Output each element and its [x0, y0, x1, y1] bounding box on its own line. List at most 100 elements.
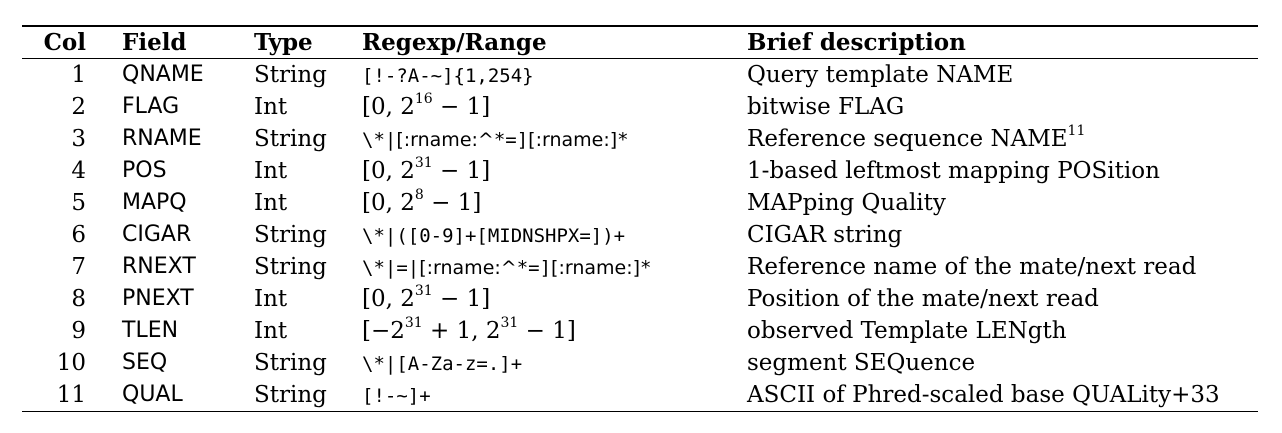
cell-type: Int: [254, 157, 288, 184]
table-row: 10 SEQ String \*|[A-Za-z=.]+ segment SEQuenc…: [22, 347, 1258, 379]
table-body: 1 QNAME String [!-?A-~]{1,254} Query templat…: [22, 59, 1258, 411]
cell-col: 9: [71, 317, 86, 344]
cell-type: String: [254, 253, 327, 280]
cell-col: 1: [71, 61, 86, 88]
cell-col: 2: [71, 93, 86, 120]
bottom-rule: [22, 410, 1258, 413]
cell-description: Position of the mate/next read: [747, 283, 1099, 315]
regex-fragment: [!-?A-~]{1,254}: [362, 64, 534, 87]
cell-description: observed Template LENgth: [747, 315, 1067, 347]
cell-description: 1-based leftmost mapping POSition: [747, 155, 1160, 187]
description-text: bitwise FLAG: [747, 93, 905, 120]
regex-fragment: − 1]: [432, 285, 491, 312]
regex-fragment: [0, 2: [362, 93, 415, 120]
description-text: observed Template LENgth: [747, 317, 1067, 344]
description-text: Position of the mate/next read: [747, 285, 1099, 312]
description-text: segment SEQuence: [747, 349, 976, 376]
regex-fragment: − 1]: [432, 93, 491, 120]
header-description: Brief description: [747, 28, 966, 56]
regex-fragment: [!-~]+: [362, 384, 431, 407]
cell-col: 6: [71, 221, 86, 248]
cell-description: Reference sequence NAME11: [747, 123, 1085, 155]
cell-col: 11: [56, 381, 86, 408]
cell-col: 8: [71, 285, 86, 312]
cell-description: bitwise FLAG: [747, 91, 904, 123]
header-type: Type: [254, 28, 313, 56]
regex-fragment: *: [617, 128, 629, 151]
cell-col: 10: [56, 349, 86, 376]
cell-regex: [0, 231 − 1]: [362, 283, 490, 315]
regex-fragment: [−2: [362, 317, 405, 344]
cell-field: PNEXT: [122, 285, 194, 311]
cell-regex: \*|=|[:rname:^*=][:rname:]*: [362, 251, 651, 284]
regex-fragment: \*|: [362, 128, 397, 151]
cell-field: QUAL: [122, 381, 183, 407]
cell-field: RNAME: [122, 125, 202, 151]
cell-field: MAPQ: [122, 189, 187, 215]
table-row: 11 QUAL String [!-~]+ ASCII of Phred-scaled …: [22, 379, 1258, 411]
regex-fragment: *: [640, 256, 652, 279]
regex-fragment: + 1, 2: [422, 317, 501, 344]
regex-fragment: \*|[A-Za-z=.]+: [362, 352, 523, 375]
cell-description: Query template NAME: [747, 59, 1013, 91]
header-col: Col: [43, 28, 86, 56]
cell-type: String: [254, 381, 327, 408]
cell-field: FLAG: [122, 93, 180, 119]
cell-regex: \*|[:rname:^*=][:rname:]*: [362, 123, 629, 156]
cell-type: Int: [254, 93, 288, 120]
description-text: Query template NAME: [747, 61, 1014, 88]
cell-regex: [!-~]+: [362, 379, 431, 412]
top-rule: [22, 25, 1258, 27]
cell-regex: \*|([0-9]+[MIDNSHPX=])+: [362, 219, 625, 252]
sam-fields-table: Col Field Type Regexp/Range Brief descri…: [22, 25, 1258, 413]
cell-regex: [−231 + 1, 231 − 1]: [362, 315, 576, 347]
regex-fragment: [0, 2: [362, 189, 415, 216]
regex-fragment: [:rname:^: [419, 256, 517, 279]
cell-regex: \*|[A-Za-z=.]+: [362, 347, 522, 380]
description-text: Reference name of the mate/next read: [747, 253, 1197, 280]
regex-fragment: \*|=|: [362, 256, 420, 279]
footnote-marker: 11: [1067, 122, 1086, 139]
cell-description: CIGAR string: [747, 219, 902, 251]
cell-type: String: [254, 221, 327, 248]
regex-fragment: *=]: [516, 256, 552, 279]
regex-fragment: [0, 2: [362, 285, 415, 312]
cell-type: String: [254, 125, 327, 152]
cell-regex: [0, 28 − 1]: [362, 187, 481, 219]
cell-regex: [0, 216 − 1]: [362, 91, 490, 123]
table-row: 4 POS Int [0, 231 − 1] 1-based leftmost mapp…: [22, 155, 1258, 187]
table-row: 1 QNAME String [!-?A-~]{1,254} Query templat…: [22, 59, 1258, 91]
regex-fragment: 31: [404, 314, 423, 331]
header-regex: Regexp/Range: [362, 28, 547, 56]
regex-fragment: [:rname:]: [551, 256, 641, 279]
cell-description: Reference name of the mate/next read: [747, 251, 1196, 283]
regex-fragment: [:rname:]: [528, 128, 618, 151]
cell-field: POS: [122, 157, 167, 183]
description-text: MAPping Quality: [747, 189, 946, 216]
cell-field: SEQ: [122, 349, 168, 375]
regex-fragment: [:rname:^: [396, 128, 494, 151]
cell-description: MAPping Quality: [747, 187, 946, 219]
table-row: 7 RNEXT String \*|=|[:rname:^*=][:rname:]* R…: [22, 251, 1258, 283]
description-text: CIGAR string: [747, 221, 903, 248]
cell-regex: [!-?A-~]{1,254}: [362, 59, 534, 92]
regex-fragment: \*|([0-9]+[MIDNSHPX=])+: [362, 224, 626, 247]
cell-type: String: [254, 349, 327, 376]
cell-description: segment SEQuence: [747, 347, 975, 379]
cell-field: TLEN: [122, 317, 179, 343]
cell-col: 3: [71, 125, 86, 152]
cell-col: 5: [71, 189, 86, 216]
regex-fragment: 31: [500, 314, 519, 331]
table-row: 2 FLAG Int [0, 216 − 1] bitwise FLAG: [22, 91, 1258, 123]
cell-description: ASCII of Phred-scaled base QUALity+33: [747, 379, 1220, 411]
regex-fragment: 31: [414, 154, 433, 171]
header-field: Field: [122, 28, 187, 56]
regex-fragment: [0, 2: [362, 157, 415, 184]
cell-type: Int: [254, 317, 288, 344]
table-row: 8 PNEXT Int [0, 231 − 1] Position of the mat…: [22, 283, 1258, 315]
regex-fragment: − 1]: [518, 317, 576, 344]
cell-field: RNEXT: [122, 253, 196, 279]
regex-fragment: *=]: [493, 128, 529, 151]
table-row: 9 TLEN Int [−231 + 1, 231 − 1] observed Temp…: [22, 315, 1258, 347]
cell-col: 7: [71, 253, 86, 280]
